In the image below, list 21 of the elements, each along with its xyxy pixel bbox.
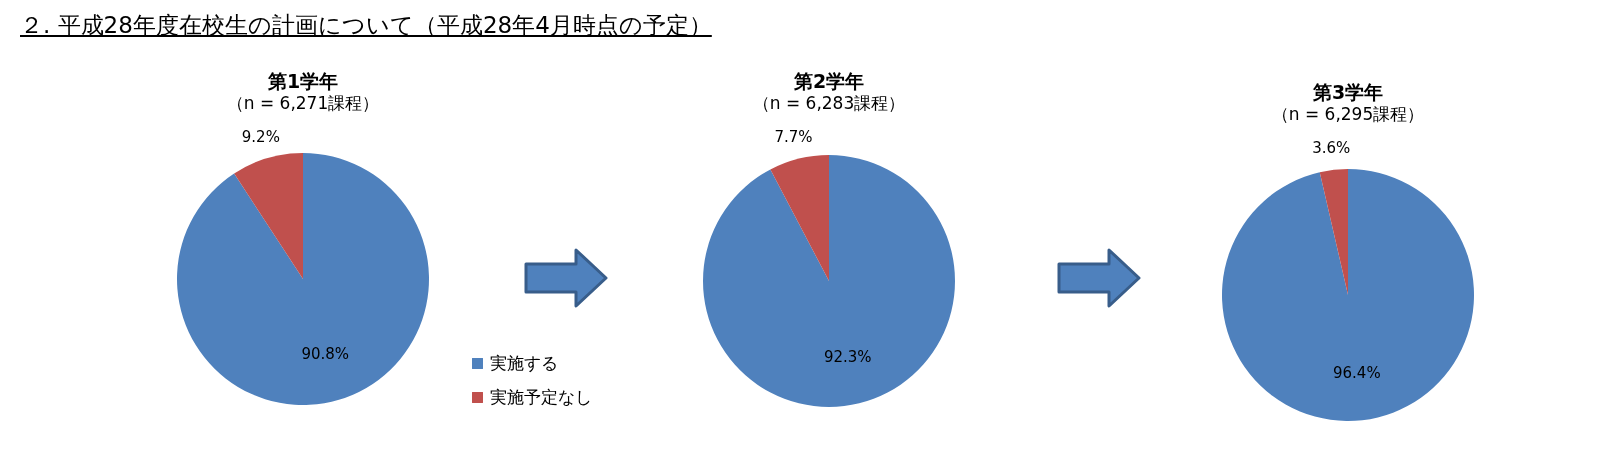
pie-slice (234, 153, 303, 279)
chart-title: 第2学年 (792, 70, 865, 93)
text: ２. 平成28年度在校生の計画について（平成28年4月時点の予定） (20, 11, 712, 40)
legend-label: 実施予定なし (490, 386, 592, 407)
chart-subtitle: （n = 6,271課程） (226, 93, 380, 114)
legend-label: 実施する (490, 352, 558, 373)
chart-subtitle: （n = 6,283課程） (752, 93, 906, 114)
pie-slice (703, 155, 955, 407)
pie-slice (177, 153, 429, 405)
data-label: 7.7% (774, 128, 813, 147)
data-label: 92.3% (823, 347, 872, 366)
pie-slice (1319, 169, 1348, 295)
data-label: 9.2% (241, 128, 280, 147)
chart-subtitle: （n = 6,295課程） (1271, 103, 1425, 124)
chart-title: 第1学年 (266, 70, 339, 93)
data-label: 96.4% (1332, 363, 1381, 382)
data-label: 90.8% (301, 344, 350, 363)
chart-title: 第3学年 (1311, 80, 1384, 103)
pie-slice (1222, 169, 1474, 421)
data-label: 3.6% (1312, 138, 1351, 157)
pie-slice (770, 155, 829, 281)
